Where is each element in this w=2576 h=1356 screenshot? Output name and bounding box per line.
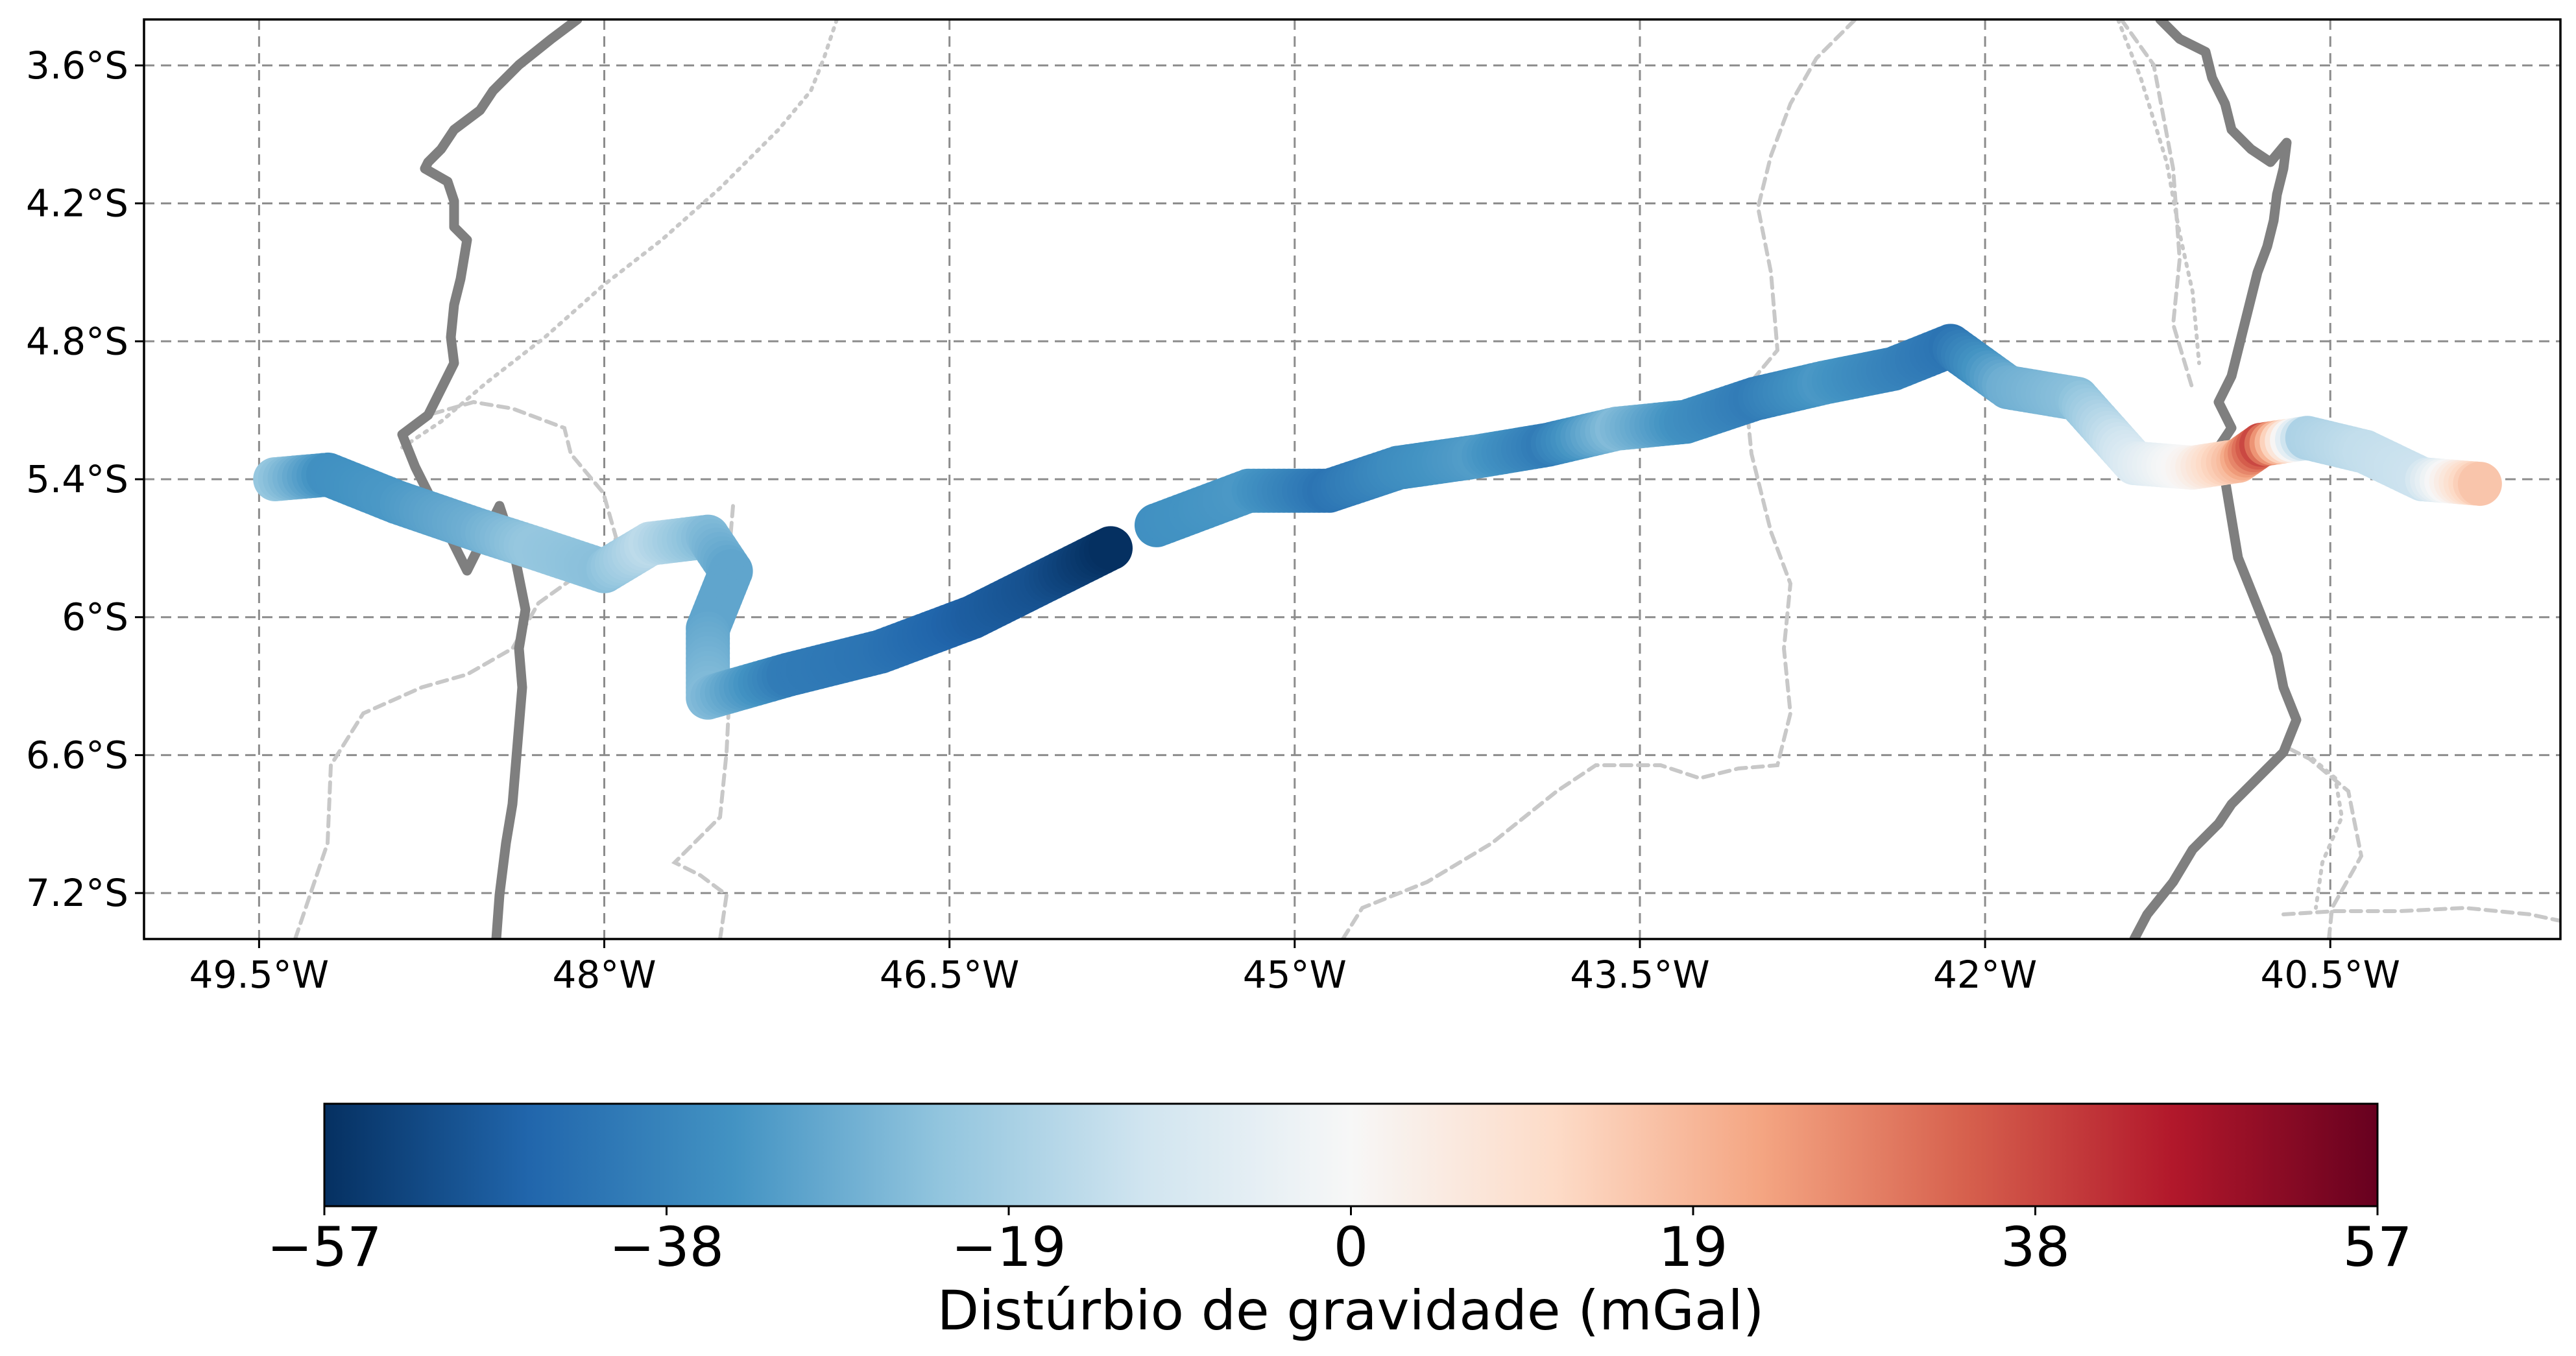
x-tick-label: 48°W [552,953,656,997]
colorbar-gradient [323,1102,2379,1207]
colorbar-ticks: −57 −38 −19 0 19 38 57 [267,1206,2412,1279]
river-line [400,19,839,449]
x-tick-label: 42°W [1933,953,2037,997]
river-lines [400,19,2344,910]
coast-line-west [397,19,583,939]
y-tick-label: 6.6°S [26,733,128,777]
y-tick-label: 4.8°S [26,319,128,363]
colorbar: −57 −38 −19 0 19 38 57 Distúrbio de gravidade … [267,1102,2412,1342]
colorbar-tick-label: 57 [2343,1215,2413,1279]
state-border-line [2281,744,2364,939]
state-borders [293,19,2560,939]
x-tick-label: 45°W [1243,953,1347,997]
river-line [2311,757,2344,910]
state-border-line [1341,19,1857,939]
colorbar-tick-label: 0 [1334,1215,1368,1279]
colorbar-tick-label: 38 [2001,1215,2070,1279]
x-tick-label: 40.5°W [2260,953,2400,997]
colorbar-label: Distúrbio de gravidade (mGal) [937,1279,1764,1342]
state-border-line [2281,905,2560,923]
coast-line-east [2129,19,2302,939]
colorbar-tick-label: −57 [267,1215,381,1279]
y-tick-label: 6°S [62,595,128,639]
y-tick-label: 5.4°S [26,457,128,501]
y-tick-label: 4.2°S [26,182,128,226]
track-point [1089,526,1133,571]
x-tick-label: 43.5°W [1570,953,1710,997]
x-tick-label: 46.5°W [880,953,1020,997]
state-border-line [293,399,619,939]
track-point [2457,462,2502,506]
colorbar-tick-label: −19 [951,1215,1066,1279]
colorbar-tick-label: −38 [609,1215,724,1279]
survey-track [253,324,2502,720]
coast-lines [397,19,2302,939]
x-tick-label: 49.5°W [189,953,330,997]
colorbar-tick-label: 19 [1659,1215,1728,1279]
y-tick-label: 3.6°S [26,43,128,88]
y-tick-label: 7.2°S [26,871,128,915]
river-line [2116,19,2201,365]
x-axis: 49.5°W 48°W 46.5°W 45°W 43.5°W 42°W 40.5°W [189,939,2400,997]
map-panel [143,18,2562,940]
y-axis: 3.6°S 4.2°S 4.8°S 5.4°S 6°S 6.6°S 7.2°S [26,43,144,915]
